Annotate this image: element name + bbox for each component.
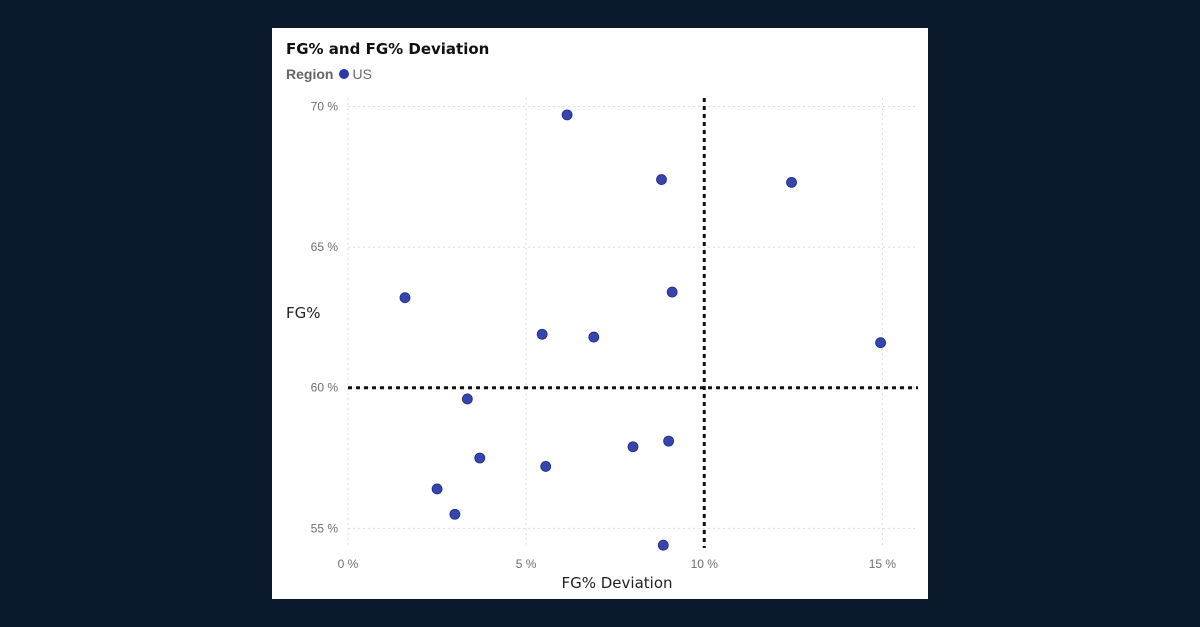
data-point[interactable] [663,435,675,447]
data-point[interactable] [536,328,548,340]
grid-lines [347,98,918,548]
legend-entry-us[interactable]: US [352,66,372,82]
data-point[interactable] [666,286,678,298]
legend: Region US [286,66,372,82]
data-point[interactable] [399,292,411,304]
data-point[interactable] [875,337,886,349]
reference-lines [348,98,918,548]
data-point[interactable] [657,539,669,551]
data-point[interactable] [588,331,600,343]
chart-card: FG% and FG% Deviation Region US 0 % 5 % 10… [272,28,928,599]
chart-title: FG% and FG% Deviation [286,40,490,58]
y-tick-label: 60 % [311,381,339,395]
data-point[interactable] [449,508,461,520]
data-point[interactable] [656,174,667,185]
x-tick-label: 0 % [338,557,359,571]
data-point[interactable] [461,393,473,405]
data-point[interactable] [474,452,486,464]
tick-labels: 0 % 5 % 10 % 15 % 55 % 60 % 65 % 70 % [311,99,897,571]
x-tick-label: 5 % [516,557,537,571]
legend-swatch-us [339,69,350,79]
y-axis-title: FG% [286,304,321,322]
x-axis-title: FG% Deviation [561,574,672,592]
y-tick-label: 70 % [311,99,339,113]
data-points [399,109,886,551]
legend-title: Region [286,66,334,82]
x-tick-label: 15 % [869,557,897,571]
data-point[interactable] [627,441,639,453]
y-tick-label: 65 % [311,240,339,254]
data-point[interactable] [540,461,552,472]
data-point[interactable] [431,483,443,495]
data-point[interactable] [786,176,797,188]
x-tick-label: 10 % [691,557,719,571]
y-tick-label: 55 % [311,521,339,535]
data-point[interactable] [561,109,573,121]
scatter-plot: 0 % 5 % 10 % 15 % 55 % 60 % 65 % 70 % FG% Devia… [286,98,918,592]
